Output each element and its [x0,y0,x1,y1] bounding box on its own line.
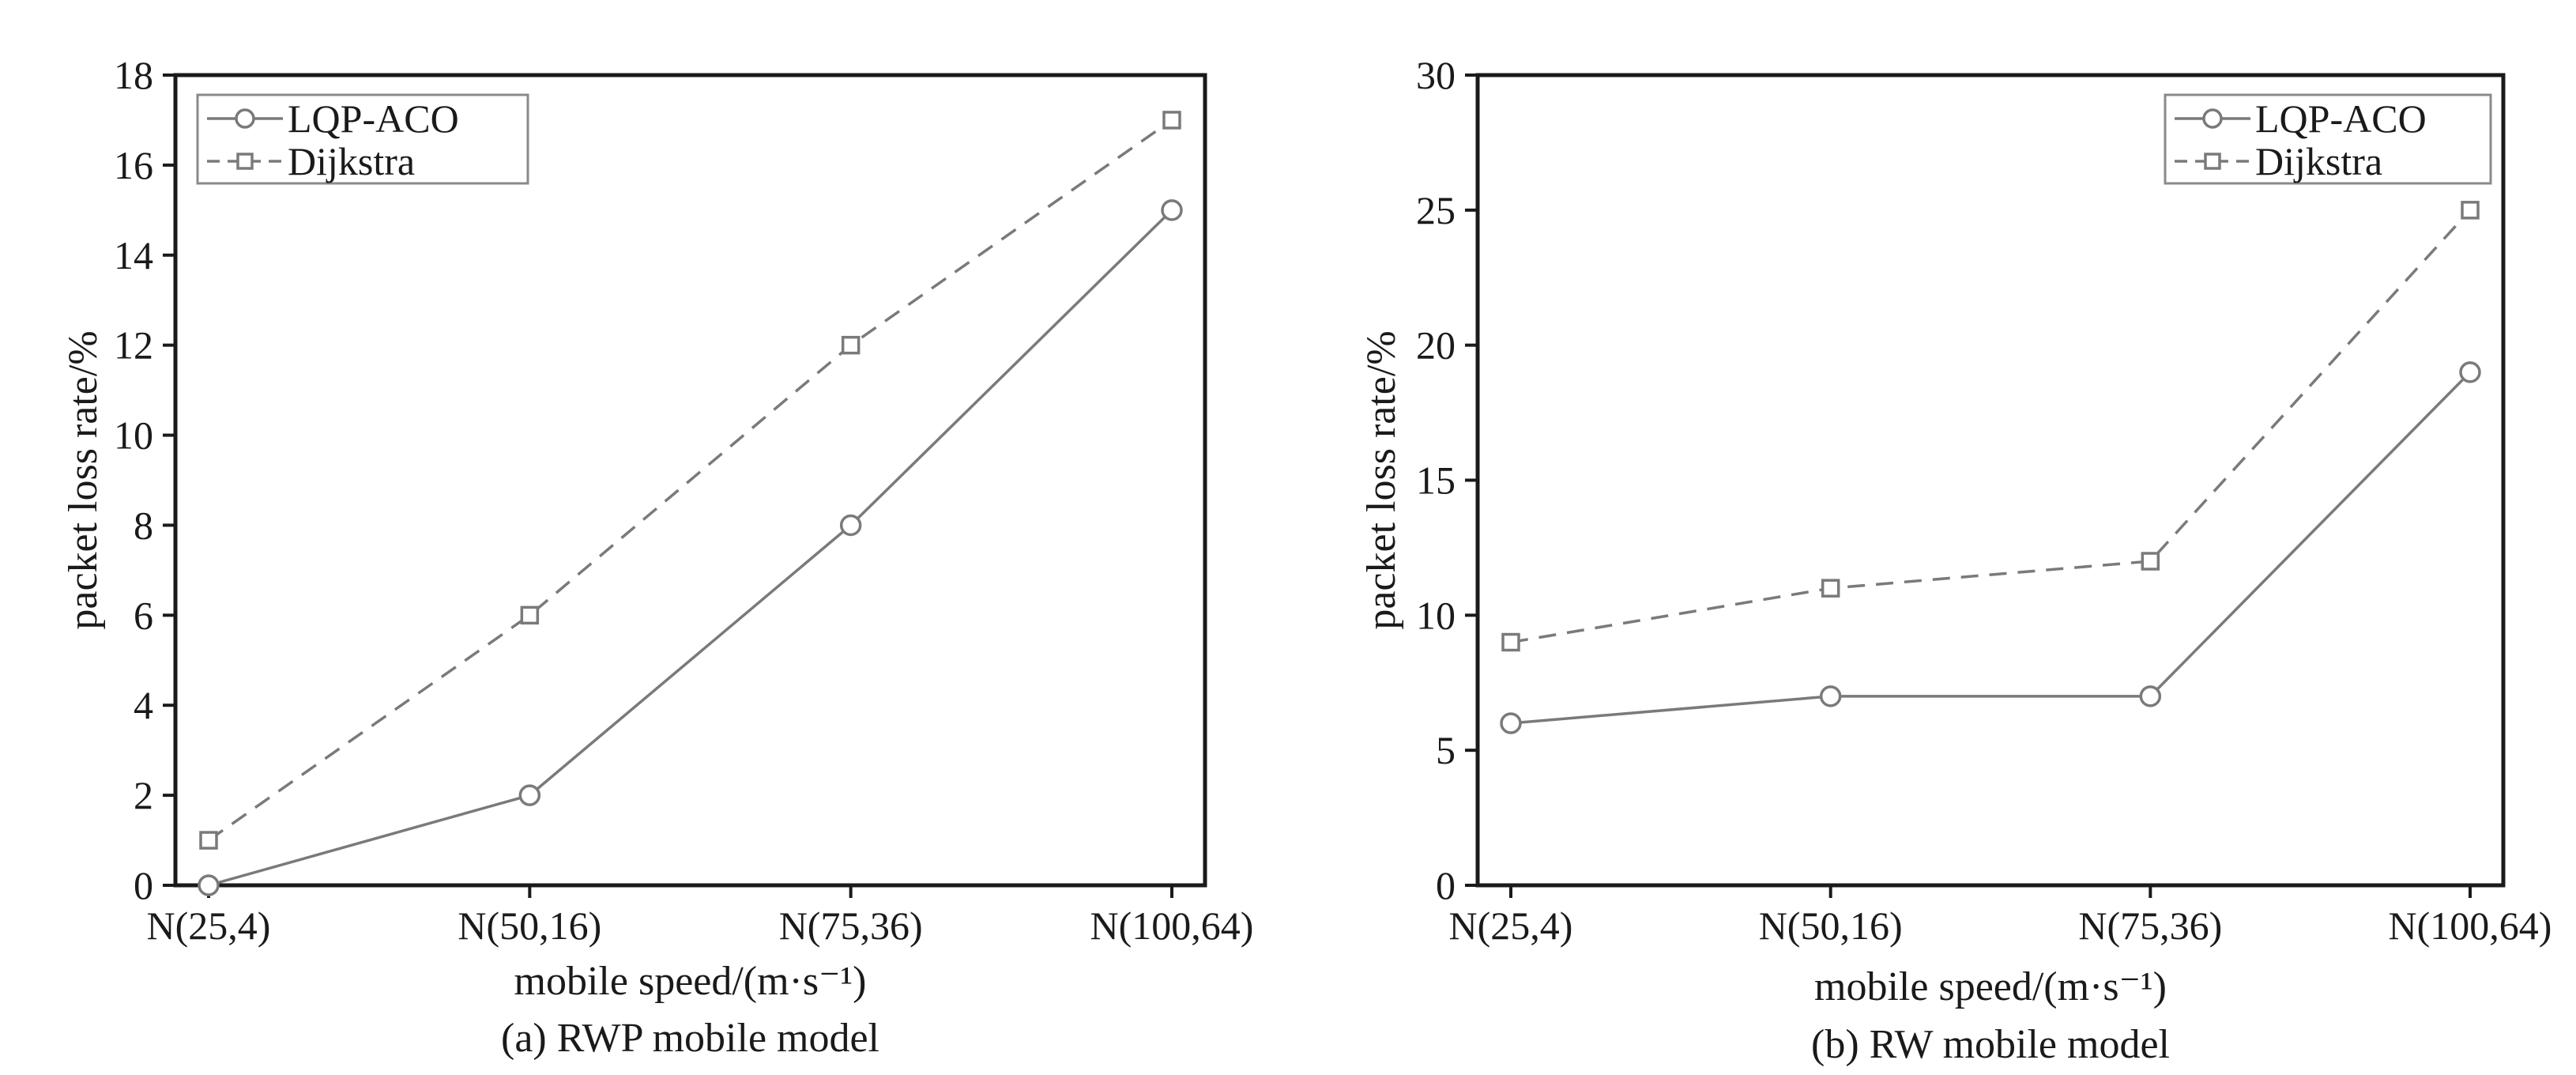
y-axis-label: packet loss rate/% [61,330,106,629]
plot-frame [1475,73,2506,888]
x-tick-label: N(50,16) [458,903,601,948]
data-point-lqp-aco [1161,199,1183,221]
y-tick-label: 2 [134,773,153,817]
chart-panel-rw: 0 5 10 15 20 25 30 N(25,4) N(50,16) N(75,36) N(100… [1359,53,2552,1067]
x-tick-label: N(75,36) [779,903,923,948]
data-point-dijkstra [2461,201,2480,220]
data-point-lqp-aco [2459,361,2481,383]
x-axis-label: mobile speed/(m·s⁻¹) [1814,964,2167,1009]
data-point-dijkstra [1501,632,1520,652]
data-point-lqp-aco [1819,685,1842,707]
legend-marker-circle [235,108,255,129]
data-point-lqp-aco [839,514,862,537]
y-tick-label: 15 [1416,458,1456,503]
series-lqp-aco [198,199,1183,896]
y-tick-label: 5 [1436,728,1456,772]
data-point-lqp-aco [2139,685,2162,707]
x-tick-label: N(50,16) [1759,903,1903,948]
y-tick-label: 4 [134,683,153,727]
x-tick-label: N(100,64) [1090,903,1254,948]
chart-caption: (b) RW mobile model [1811,1022,2170,1067]
y-tick-label: 14 [114,233,153,277]
data-point-lqp-aco [1500,712,1522,734]
series-line-dijkstra [1510,209,2472,644]
x-tick-label: N(75,36) [2078,903,2222,948]
y-tick-label: 18 [114,53,153,97]
series-line-dijkstra [207,119,1173,842]
data-point-lqp-aco [518,784,541,806]
plot-frame [173,73,1207,888]
data-point-dijkstra [2141,552,2160,571]
y-tick-label: 12 [114,323,153,368]
x-tick-label: N(25,4) [147,903,271,948]
series-line-lqp-aco [1510,371,2472,725]
y-tick-label: 0 [134,863,153,907]
data-point-dijkstra [1162,111,1181,130]
legend-marker-square [236,153,254,170]
y-tick-label: 16 [114,143,153,187]
series-lqp-aco [1500,361,2481,734]
series-dijkstra [1501,201,2480,652]
y-tick-label: 0 [1436,863,1456,907]
y-tick-label: 10 [1416,593,1456,637]
legend-label: Dijkstra [288,139,415,183]
legend-marker-circle [2202,108,2223,129]
legend-label: LQP-ACO [288,96,459,141]
data-point-dijkstra [1821,579,1840,598]
y-tick-label: 25 [1416,188,1456,232]
chart-caption: (a) RWP mobile model [501,1016,879,1061]
y-axis-label: packet loss rate/% [1359,330,1404,629]
y-tick-label: 30 [1416,53,1456,97]
legend-label: Dijkstra [2255,139,2382,183]
data-point-dijkstra [520,605,540,625]
series-dijkstra [199,111,1181,850]
chart-panel-rwp: 0 2 4 6 8 10 12 14 16 18 N(25,4) N(50,16) N(75,36) N(… [61,53,1253,1061]
legend-label: LQP-ACO [2255,96,2427,141]
data-point-dijkstra [841,335,861,355]
y-tick-label: 8 [134,503,153,547]
y-tick-label: 20 [1416,323,1456,368]
x-tick-label: N(100,64) [2389,903,2552,948]
y-tick-label: 10 [114,413,153,458]
data-point-dijkstra [199,831,218,850]
series-line-lqp-aco [208,209,1173,887]
x-axis-label: mobile speed/(m·s⁻¹) [514,959,867,1004]
legend-marker-square [2204,153,2221,170]
data-point-lqp-aco [198,874,220,896]
x-tick-label: N(25,4) [1449,903,1573,948]
y-tick-label: 6 [134,593,153,637]
